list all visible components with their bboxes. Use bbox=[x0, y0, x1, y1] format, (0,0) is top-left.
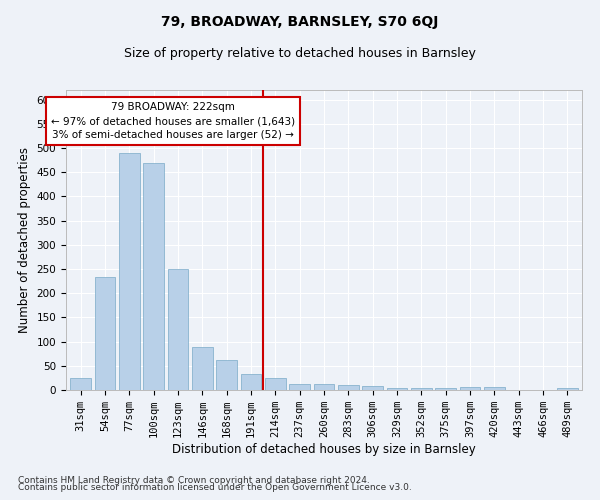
Bar bbox=[338, 385, 359, 390]
Bar bbox=[167, 269, 188, 390]
Text: Size of property relative to detached houses in Barnsley: Size of property relative to detached ho… bbox=[124, 48, 476, 60]
Bar bbox=[265, 378, 286, 390]
Bar bbox=[143, 162, 164, 390]
Bar bbox=[557, 388, 578, 390]
Text: 79 BROADWAY: 222sqm
← 97% of detached houses are smaller (1,643)
3% of semi-deta: 79 BROADWAY: 222sqm ← 97% of detached ho… bbox=[51, 102, 295, 140]
Bar bbox=[484, 387, 505, 390]
Bar bbox=[70, 378, 91, 390]
Text: 79, BROADWAY, BARNSLEY, S70 6QJ: 79, BROADWAY, BARNSLEY, S70 6QJ bbox=[161, 15, 439, 29]
Text: Contains public sector information licensed under the Open Government Licence v3: Contains public sector information licen… bbox=[18, 484, 412, 492]
Bar bbox=[216, 360, 237, 390]
Bar bbox=[119, 153, 140, 390]
X-axis label: Distribution of detached houses by size in Barnsley: Distribution of detached houses by size … bbox=[172, 443, 476, 456]
Bar bbox=[192, 348, 212, 390]
Text: Contains HM Land Registry data © Crown copyright and database right 2024.: Contains HM Land Registry data © Crown c… bbox=[18, 476, 370, 485]
Bar bbox=[362, 386, 383, 390]
Y-axis label: Number of detached properties: Number of detached properties bbox=[18, 147, 31, 333]
Bar bbox=[386, 388, 407, 390]
Bar bbox=[411, 388, 432, 390]
Bar bbox=[241, 374, 262, 390]
Bar bbox=[436, 388, 456, 390]
Bar bbox=[95, 278, 115, 390]
Bar bbox=[314, 384, 334, 390]
Bar bbox=[289, 384, 310, 390]
Bar bbox=[460, 386, 481, 390]
